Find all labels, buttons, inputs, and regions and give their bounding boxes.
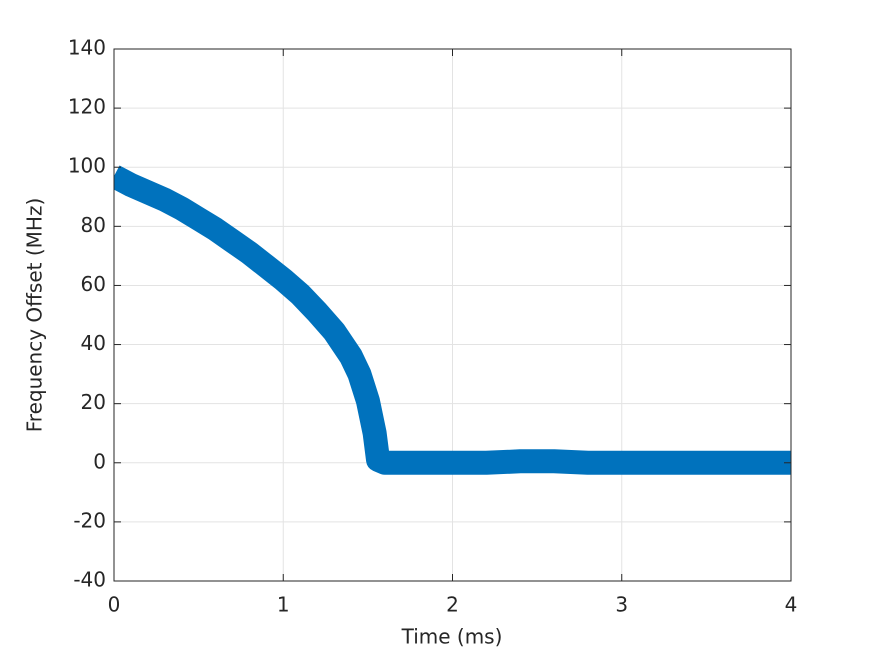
y-tick-label: 140: [68, 36, 106, 60]
y-tick-label: -20: [73, 508, 106, 532]
y-tick-label: 80: [81, 213, 106, 237]
x-tick-label: 0: [108, 593, 121, 617]
y-axis-label: Frequency Offset (MHz): [23, 198, 47, 433]
x-tick-label: 1: [277, 593, 290, 617]
x-tick-label: 4: [785, 593, 798, 617]
x-axis-label: Time (ms): [401, 625, 503, 649]
data-line: [114, 165, 791, 475]
y-tick-label: 120: [68, 95, 106, 119]
y-tick-label: 20: [81, 390, 106, 414]
y-tick-label: 40: [81, 331, 106, 355]
y-tick-label: -40: [73, 568, 106, 592]
y-tick-label: 0: [93, 449, 106, 473]
y-tick-label: 100: [68, 154, 106, 178]
x-tick-label: 2: [446, 593, 459, 617]
x-tick-label: 3: [615, 593, 628, 617]
y-tick-label: 60: [81, 272, 106, 296]
